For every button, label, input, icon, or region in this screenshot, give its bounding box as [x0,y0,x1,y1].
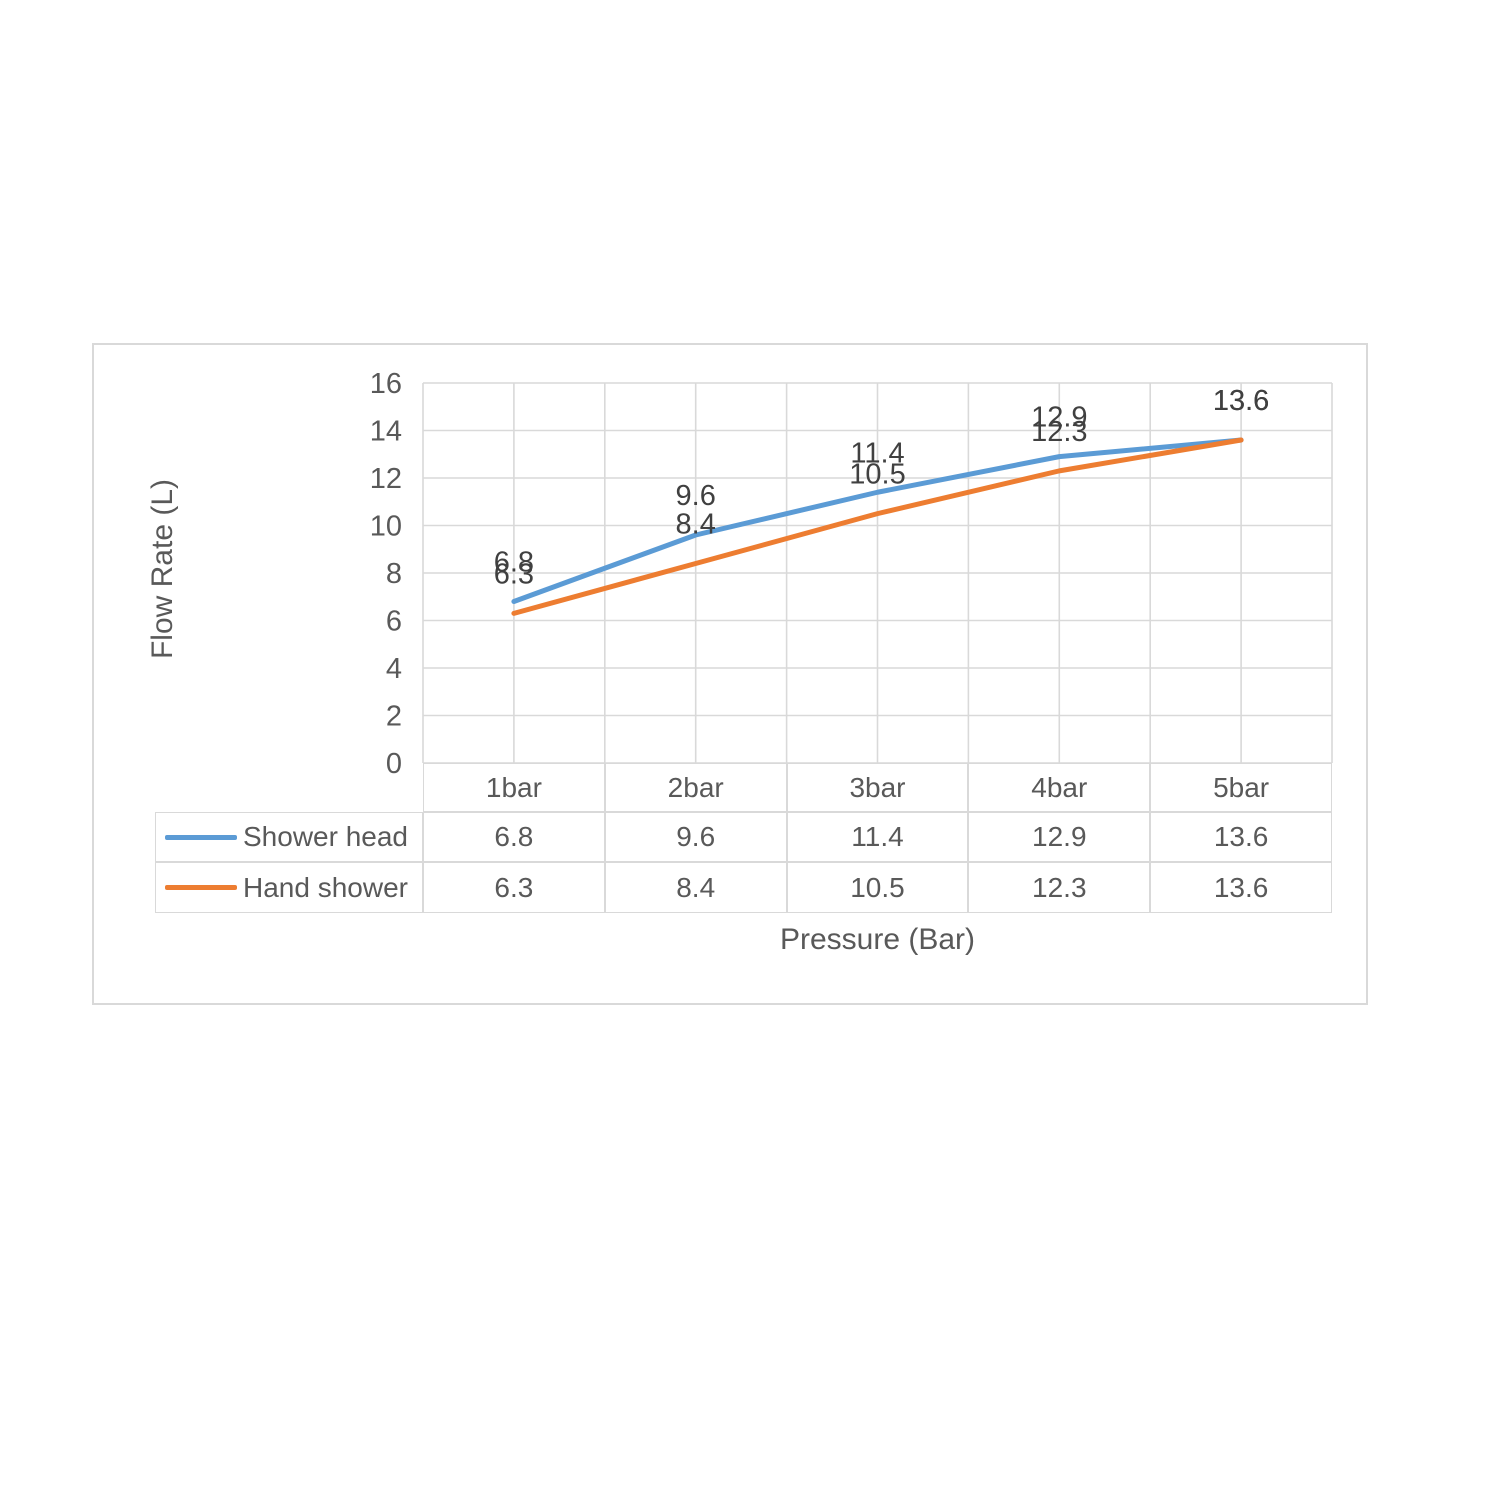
data-label: 6.3 [494,558,534,590]
legend-cell: Hand shower [155,862,423,913]
category-header-cell: 2bar [604,763,787,812]
y-tick-label: 4 [386,653,402,685]
legend-line-swatch [165,834,237,840]
value-cell: 6.8 [423,812,605,862]
category-header-cell: 4bar [968,763,1151,812]
data-label: 10.5 [849,459,905,491]
y-tick-label: 10 [370,511,402,543]
value-cell: 9.6 [604,812,787,862]
y-tick-label: 8 [386,558,402,590]
data-label: 13.6 [1213,385,1269,417]
value-cell: 6.3 [423,862,605,913]
value-cell: 11.4 [786,812,969,862]
legend-series-label: Shower head [243,821,409,852]
legend-series-label: Hand shower [243,871,408,903]
series-line-shower-head [511,437,1244,604]
y-tick-label: 2 [386,701,402,733]
data-label: 11.4 [850,437,904,469]
value-cell: 13.6 [1150,812,1332,862]
category-header-cell: 5bar [1150,763,1332,812]
value-cell: 12.9 [968,812,1151,862]
data-label: 13.6 [1213,385,1269,417]
y-tick-label: 6 [386,606,402,638]
data-label: 6.8 [494,547,534,579]
data-label: 8.4 [676,509,716,541]
legend-cell: Shower head [155,812,423,862]
series-line-hand-shower [511,437,1244,616]
chart-container: Flow Rate (L) 0 2 4 6 8 10 12 14 16 6.8 9.6 11.4 12.… [92,343,1368,1005]
category-header-cell: 1bar [423,763,605,812]
y-tick-label: 0 [386,748,402,780]
y-tick-label: 16 [370,368,402,400]
data-label: 12.9 [1031,402,1087,434]
value-cell: 8.4 [604,862,787,913]
y-tick-label: 14 [370,416,402,448]
line-chart-plot: 0 2 4 6 8 10 12 14 16 6.8 9.6 11.4 12.9 13.6 6.3 8.4 10.… [370,368,1333,780]
value-cell: 10.5 [786,862,969,913]
category-header-cell: 3bar [786,763,969,812]
data-label: 9.6 [676,480,716,512]
data-label: 12.3 [1031,416,1087,448]
y-tick-label: 12 [370,463,402,495]
value-cell: 12.3 [968,862,1151,913]
legend-line-swatch [165,885,237,890]
value-cell: 13.6 [1150,862,1332,913]
x-axis-title: Pressure (Bar) [779,923,976,956]
